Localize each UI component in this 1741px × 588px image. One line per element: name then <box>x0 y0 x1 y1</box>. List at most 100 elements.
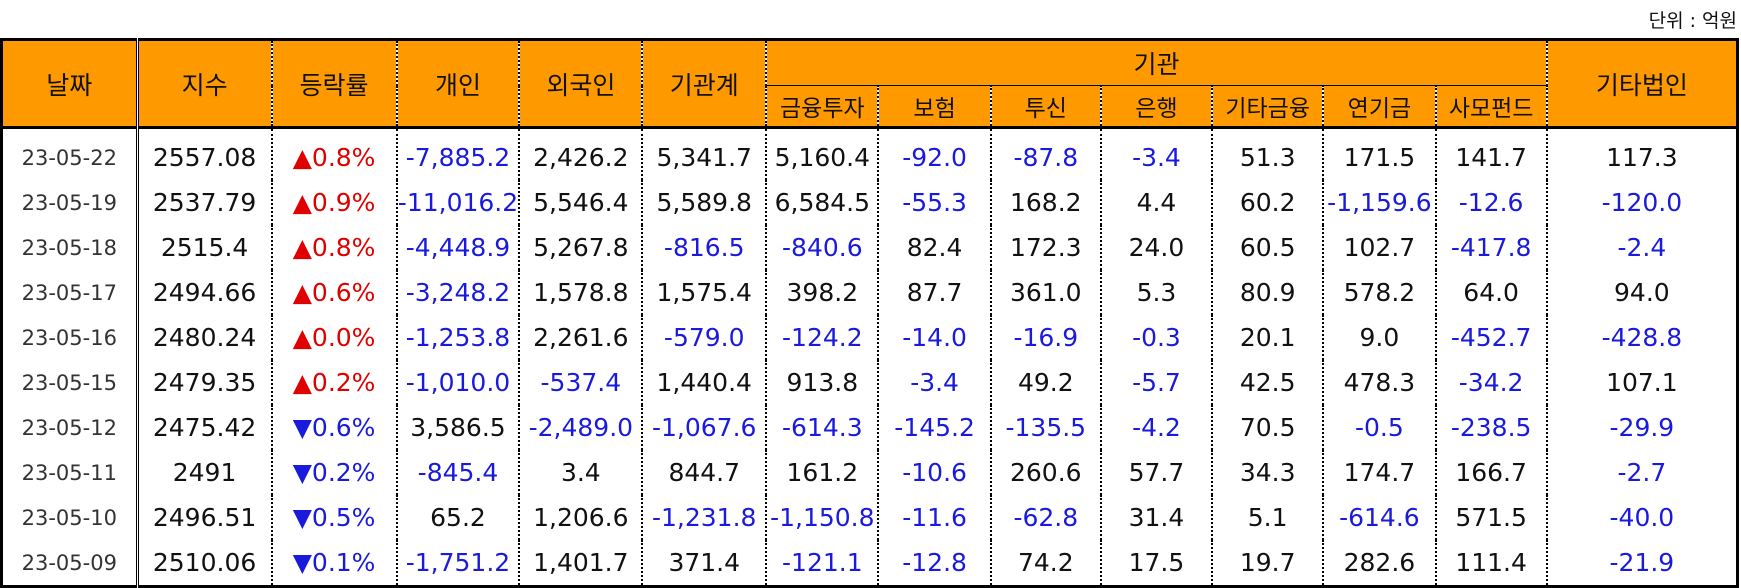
triangle-up-icon: ▲ <box>292 233 312 262</box>
header-private-fund[interactable]: 사모펀드 <box>1434 85 1547 129</box>
financial-investment-cell: 6,584.5 <box>765 180 879 225</box>
bank-cell: -3.4 <box>1099 127 1213 180</box>
change-cell: ▲0.8% <box>270 225 397 270</box>
change-cell: ▲0.8% <box>270 127 397 180</box>
other-finance-cell: 60.2 <box>1211 180 1324 225</box>
header-index[interactable]: 지수 <box>136 38 272 129</box>
other-corp-cell: -2.4 <box>1545 225 1739 270</box>
foreign-cell: 2,261.6 <box>518 315 643 360</box>
investment-trust-cell: -16.9 <box>989 315 1101 360</box>
header-change[interactable]: 등락률 <box>270 38 397 129</box>
index-cell: 2480.24 <box>136 315 272 360</box>
change-cell: ▼0.6% <box>270 405 397 450</box>
inst-total-cell: -579.0 <box>641 315 767 360</box>
date-cell: 23-05-11 <box>0 450 139 495</box>
date-cell: 23-05-15 <box>0 360 139 405</box>
financial-investment-cell: 913.8 <box>765 360 879 405</box>
header-bank[interactable]: 은행 <box>1099 85 1213 129</box>
header-institution-group: 기관 <box>765 38 1547 86</box>
inst-total-cell: 844.7 <box>641 450 767 495</box>
investment-trust-cell: 74.2 <box>989 540 1101 588</box>
foreign-cell: -537.4 <box>518 360 643 405</box>
private-fund-cell: -417.8 <box>1434 225 1547 270</box>
table-row: 23-05-16 2480.24 ▲0.0% -1,253.8 2,261.6 -579.… <box>0 315 1739 360</box>
financial-investment-cell: -614.3 <box>765 405 879 450</box>
triangle-down-icon: ▼ <box>292 503 312 532</box>
header-other-corp[interactable]: 기타법인 <box>1545 38 1739 129</box>
table-row: 23-05-22 2557.08 ▲0.8% -7,885.2 2,426.2 5,341… <box>0 127 1739 180</box>
other-corp-cell: -120.0 <box>1545 180 1739 225</box>
date-cell: 23-05-16 <box>0 315 139 360</box>
change-cell: ▲0.0% <box>270 315 397 360</box>
investment-trust-cell: 49.2 <box>989 360 1101 405</box>
inst-total-cell: -1,067.6 <box>641 405 767 450</box>
other-corp-cell: -21.9 <box>1545 540 1739 588</box>
individual-cell: -845.4 <box>395 450 520 495</box>
header-insurance[interactable]: 보험 <box>877 85 991 129</box>
bank-cell: -4.2 <box>1099 405 1213 450</box>
bank-cell: -5.7 <box>1099 360 1213 405</box>
header-foreign[interactable]: 외국인 <box>518 38 643 129</box>
investment-trust-cell: -87.8 <box>989 127 1101 180</box>
investment-trust-cell: 260.6 <box>989 450 1101 495</box>
individual-cell: -1,010.0 <box>395 360 520 405</box>
header-financial-investment[interactable]: 금융투자 <box>765 85 879 129</box>
financial-investment-cell: -1,150.8 <box>765 495 879 540</box>
pension-cell: -614.6 <box>1322 495 1436 540</box>
foreign-cell: 2,426.2 <box>518 127 643 180</box>
insurance-cell: -12.8 <box>877 540 991 588</box>
date-cell: 23-05-22 <box>0 127 139 180</box>
insurance-cell: 87.7 <box>877 270 991 315</box>
header-other-finance[interactable]: 기타금융 <box>1211 85 1324 129</box>
change-cell: ▲0.6% <box>270 270 397 315</box>
individual-cell: 65.2 <box>395 495 520 540</box>
change-value: 0.1% <box>311 548 376 577</box>
insurance-cell: -3.4 <box>877 360 991 405</box>
private-fund-cell: -12.6 <box>1434 180 1547 225</box>
table-row: 23-05-11 2491 ▼0.2% -845.4 3.4 844.7 161.2 -10.… <box>0 450 1739 495</box>
date-cell: 23-05-19 <box>0 180 139 225</box>
bank-cell: 4.4 <box>1099 180 1213 225</box>
insurance-cell: 82.4 <box>877 225 991 270</box>
triangle-down-icon: ▼ <box>292 458 312 487</box>
private-fund-cell: -34.2 <box>1434 360 1547 405</box>
private-fund-cell: 166.7 <box>1434 450 1547 495</box>
header-date[interactable]: 날짜 <box>0 38 139 129</box>
foreign-cell: -2,489.0 <box>518 405 643 450</box>
foreign-cell: 5,267.8 <box>518 225 643 270</box>
insurance-cell: -14.0 <box>877 315 991 360</box>
table-row: 23-05-17 2494.66 ▲0.6% -3,248.2 1,578.8 1,575… <box>0 270 1739 315</box>
investment-trust-cell: 168.2 <box>989 180 1101 225</box>
index-cell: 2557.08 <box>136 127 272 180</box>
pension-cell: -1,159.6 <box>1322 180 1436 225</box>
foreign-cell: 1,578.8 <box>518 270 643 315</box>
pension-cell: 171.5 <box>1322 127 1436 180</box>
inst-total-cell: -816.5 <box>641 225 767 270</box>
date-cell: 23-05-10 <box>0 495 139 540</box>
triangle-down-icon: ▼ <box>292 548 312 577</box>
other-corp-cell: -2.7 <box>1545 450 1739 495</box>
investment-trust-cell: -62.8 <box>989 495 1101 540</box>
investor-flow-table: 날짜 지수 등락률 개인 외국인 기관계 기관 기타법인 금융투자 보험 투신 … <box>0 38 1739 588</box>
insurance-cell: -145.2 <box>877 405 991 450</box>
inst-total-cell: 5,341.7 <box>641 127 767 180</box>
private-fund-cell: 571.5 <box>1434 495 1547 540</box>
header-pension[interactable]: 연기금 <box>1322 85 1436 129</box>
inst-total-cell: 1,440.4 <box>641 360 767 405</box>
private-fund-cell: 111.4 <box>1434 540 1547 588</box>
investment-trust-cell: 172.3 <box>989 225 1101 270</box>
header-investment-trust[interactable]: 투신 <box>989 85 1101 129</box>
triangle-down-icon: ▼ <box>292 413 312 442</box>
pension-cell: 9.0 <box>1322 315 1436 360</box>
index-cell: 2491 <box>136 450 272 495</box>
table-row: 23-05-09 2510.06 ▼0.1% -1,751.2 1,401.7 371.4… <box>0 540 1739 588</box>
financial-investment-cell: -124.2 <box>765 315 879 360</box>
insurance-cell: -55.3 <box>877 180 991 225</box>
change-cell: ▼0.5% <box>270 495 397 540</box>
financial-investment-cell: 5,160.4 <box>765 127 879 180</box>
header-individual[interactable]: 개인 <box>395 38 520 129</box>
table-row: 23-05-10 2496.51 ▼0.5% 65.2 1,206.6 -1,231.8-… <box>0 495 1739 540</box>
header-inst-total[interactable]: 기관계 <box>641 38 767 129</box>
insurance-cell: -11.6 <box>877 495 991 540</box>
table-row: 23-05-12 2475.42 ▼0.6% 3,586.5 -2,489.0 -1,06… <box>0 405 1739 450</box>
